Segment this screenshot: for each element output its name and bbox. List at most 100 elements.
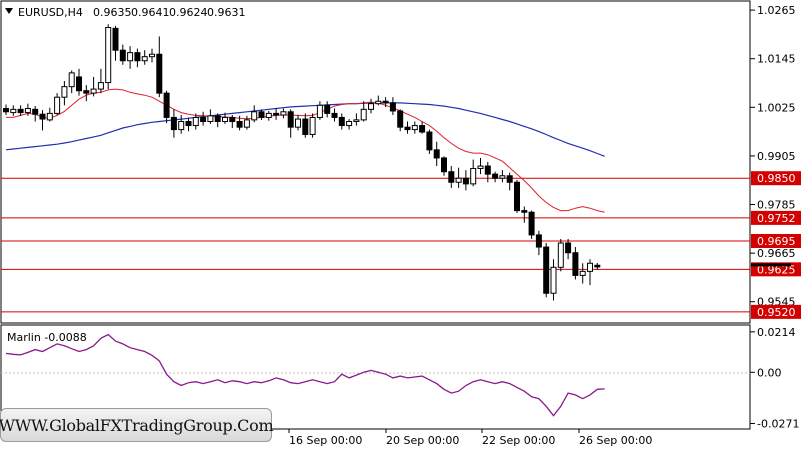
candle: [105, 24, 112, 90]
candle: [68, 70, 75, 94]
candle: [229, 115, 236, 128]
candle-body-bear: [382, 100, 389, 104]
candle: [10, 105, 17, 116]
candle: [470, 159, 477, 187]
candle: [112, 25, 119, 61]
candle: [499, 170, 506, 183]
candle-body-bear: [419, 125, 426, 133]
candle: [24, 103, 31, 116]
candle-body-bull: [360, 108, 367, 121]
candle-body-bear: [484, 165, 491, 175]
candle: [134, 48, 141, 68]
level-label-text: 0.9625: [757, 263, 796, 276]
candle-body-bear: [3, 108, 9, 113]
candle: [97, 68, 104, 94]
candle: [265, 110, 272, 121]
level-price-labels: 0.9850 0.9752 0.9695 0.9625 0.9520: [751, 171, 801, 319]
candle: [32, 106, 39, 122]
candle: [557, 238, 564, 272]
candle-body-bear: [404, 126, 411, 131]
candle-body-bull: [550, 266, 557, 294]
candle-body-bear: [287, 111, 294, 128]
level-label-text: 0.9752: [757, 212, 796, 225]
candle: [61, 80, 68, 106]
candle-body-bull: [243, 119, 250, 128]
candle: [214, 113, 221, 128]
candle-body-bear: [565, 242, 572, 254]
candle-body-bull: [192, 116, 199, 127]
candle: [521, 206, 528, 223]
ohlc-high: 0.9641: [131, 6, 170, 19]
level-label-text: 0.9520: [757, 306, 796, 319]
candle-body-bear: [119, 49, 126, 62]
candle-body-bull: [24, 108, 31, 114]
candle-body-bull: [470, 167, 477, 185]
candle-body-bull: [61, 86, 68, 98]
candle: [535, 230, 542, 256]
level-label-bg: [751, 233, 801, 248]
candle-body-bear: [338, 116, 345, 127]
candle: [550, 259, 557, 301]
candle-body-bull: [207, 115, 214, 122]
triangle-down-icon[interactable]: [5, 8, 13, 14]
candle: [178, 115, 185, 134]
candle: [185, 117, 192, 132]
candle: [419, 121, 426, 134]
price-tick-label: 0.9905: [757, 150, 796, 163]
oscillator-title: Marlin -0.0088: [7, 331, 87, 344]
candle-body-bear: [258, 111, 265, 118]
candle: [433, 141, 440, 167]
candle: [90, 76, 97, 97]
candle-body-bear: [163, 92, 170, 118]
candle-body-bear: [448, 171, 455, 183]
candle-body-bear: [170, 116, 177, 131]
time-axis[interactable]: 16 Sep 00:00 20 Sep 00:00 22 Sep 00:00 26 S…: [288, 429, 652, 447]
candle-body-bear: [389, 102, 396, 112]
candle-body-bull: [46, 112, 53, 121]
candle-body-bull: [97, 82, 104, 90]
candle: [3, 104, 9, 116]
candle: [243, 115, 250, 130]
candle-body-bull: [353, 119, 360, 122]
current-price-marker: [751, 263, 791, 267]
candle: [528, 210, 535, 239]
price-tick-label: 0.9665: [757, 247, 796, 260]
candle-body-bear: [214, 115, 221, 122]
candle: [280, 108, 287, 119]
osc-tick-label: 0.00: [757, 366, 782, 379]
candle: [222, 112, 228, 124]
candle: [207, 109, 214, 124]
candle: [462, 170, 469, 191]
candle-body-bear: [273, 112, 280, 116]
candle: [156, 36, 163, 98]
osc-tick-label: 0.0214: [757, 326, 796, 339]
candle-body-bear: [331, 112, 338, 118]
candle: [579, 263, 586, 284]
candle-body-bull: [68, 72, 75, 88]
candle-body-bull: [579, 270, 586, 276]
level-label-bg: [751, 210, 801, 225]
level-label-bg: [751, 171, 801, 186]
candle: [375, 95, 382, 106]
candle-body-bull: [295, 118, 301, 128]
candle-body-bear: [492, 173, 499, 179]
price-axis[interactable]: 1.02651.01451.00250.99050.97850.96650.95…: [750, 4, 796, 309]
candle-body-bull: [265, 112, 272, 118]
candle: [353, 113, 360, 126]
candle: [492, 171, 499, 183]
ohlc-close: 0.9631: [207, 6, 246, 19]
candle-body-bear: [324, 104, 331, 114]
candle-body-bear: [426, 131, 433, 151]
candle: [119, 44, 126, 65]
candle: [316, 101, 323, 120]
candle-body-bull: [105, 27, 112, 84]
candle: [484, 162, 491, 183]
osc-tick-label: -0.0271: [757, 417, 799, 430]
candle-body-bear: [433, 149, 440, 159]
candle: [200, 111, 207, 126]
candle: [46, 107, 53, 122]
candle: [477, 157, 484, 175]
candle-body-bull: [149, 53, 155, 58]
candle: [163, 90, 170, 124]
